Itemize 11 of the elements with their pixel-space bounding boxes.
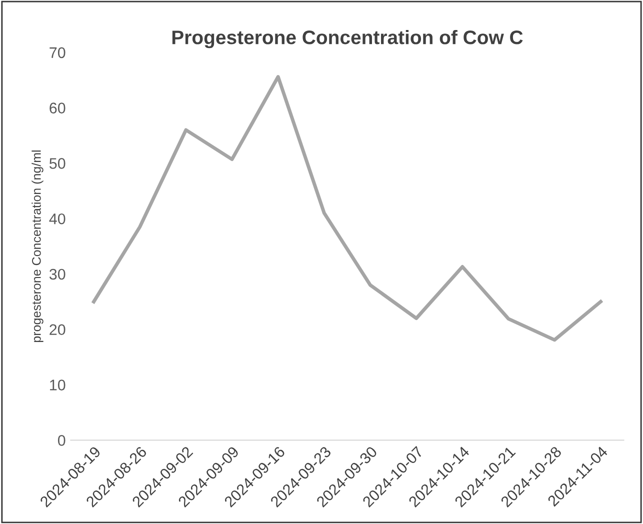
y-tick-label: 40 [49,213,66,224]
y-tick-label: 10 [50,380,66,390]
y-tick-label: 0 [58,435,66,446]
y-axis-title: progesterone Concentration (ng/ml [32,150,44,342]
y-tick-label: 60 [50,102,66,114]
chart-title: Progesterone Concentration of Cow C [172,30,523,48]
y-tick-label: 20 [50,324,66,336]
line-series [92,75,602,342]
y-tick-label: 50 [49,158,66,169]
y-tick-label: 70 [50,47,66,58]
y-tick-label: 30 [49,268,66,280]
